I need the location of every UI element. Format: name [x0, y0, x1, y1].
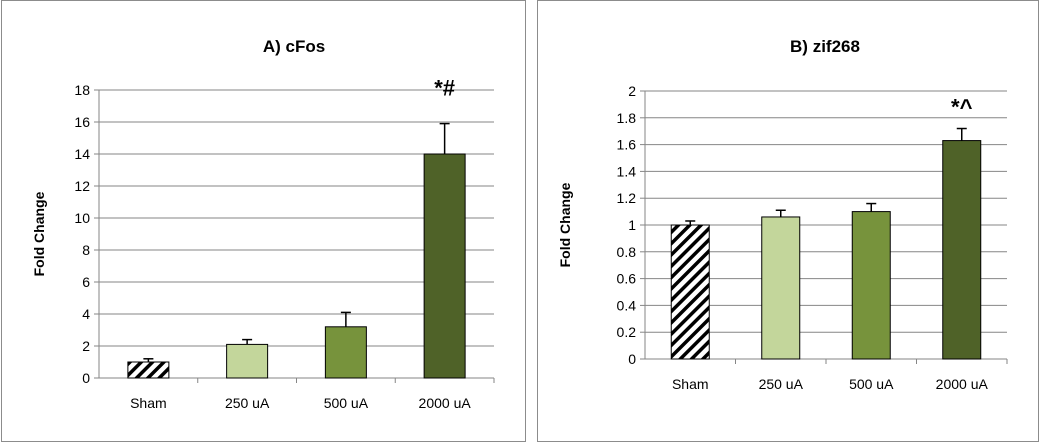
y-tick-label: 6: [82, 274, 90, 290]
y-tick-label: 0: [82, 370, 90, 386]
chart-panel-cfos: 0 2 4 6 8 10 12 14 16 18 Sham 250 uA 500 uA 2000 uA *#…: [1, 0, 526, 442]
bar: [226, 343, 269, 379]
chart-zif268: 0 0.2 0.4 0.6 0.8 1 1.2 1.4 1.6 1.8 2 Sham 250 uA 500…: [557, 37, 1008, 392]
y-tick-label: 0.6: [617, 271, 637, 287]
bar: [761, 216, 801, 360]
bar: [127, 361, 170, 379]
chart-cfos: 0 2 4 6 8 10 12 14 16 18 Sham 250 uA 500 uA 2000 uA *#…: [31, 37, 495, 411]
bar: [942, 140, 982, 360]
y-tick-label: 0.4: [617, 297, 637, 313]
y-tick-label: 1: [628, 217, 636, 233]
y-tick-label: 0.8: [617, 244, 637, 260]
y-tick-label: 1.2: [617, 190, 637, 206]
x-tick-label: 250 uA: [225, 395, 270, 411]
x-tick-label: 500 uA: [324, 395, 369, 411]
y-tick-label: 10: [74, 210, 90, 226]
y-tick-label: 12: [74, 178, 90, 194]
y-tick-label: 16: [74, 114, 90, 130]
y-axis-label: Fold Change: [31, 191, 47, 276]
bar: [423, 153, 466, 379]
x-tick-label: 2000 uA: [936, 376, 989, 392]
y-tick-label: 2: [82, 338, 90, 354]
x-tick-label: Sham: [672, 376, 709, 392]
x-tick-label: 500 uA: [849, 376, 894, 392]
y-tick-label: 1.6: [617, 137, 637, 153]
y-tick-label: 0: [628, 351, 636, 367]
y-tick-label: 1.4: [617, 163, 637, 179]
bar: [851, 211, 891, 360]
y-tick-label: 8: [82, 242, 90, 258]
y-tick-label: 4: [82, 306, 90, 322]
y-tick-label: 1.8: [617, 110, 637, 126]
significance-label: *#: [434, 76, 455, 101]
y-tick-label: 0.2: [617, 324, 637, 340]
significance-label: *^: [951, 95, 973, 120]
x-tick-label: 250 uA: [759, 376, 804, 392]
chart-panel-zif268: 0 0.2 0.4 0.6 0.8 1 1.2 1.4 1.6 1.8 2 Sham 250 uA 500…: [537, 0, 1039, 442]
bar: [324, 326, 367, 379]
y-tick-label: 2: [628, 83, 636, 99]
chart-title: B) zif268: [790, 37, 860, 56]
bar: [670, 224, 710, 360]
x-tick-label: 2000 uA: [419, 395, 472, 411]
x-tick-label: Sham: [130, 395, 167, 411]
y-axis-label: Fold Change: [557, 182, 573, 267]
chart-title: A) cFos: [263, 37, 325, 56]
y-tick-label: 14: [74, 146, 90, 162]
y-tick-label: 18: [74, 82, 90, 98]
